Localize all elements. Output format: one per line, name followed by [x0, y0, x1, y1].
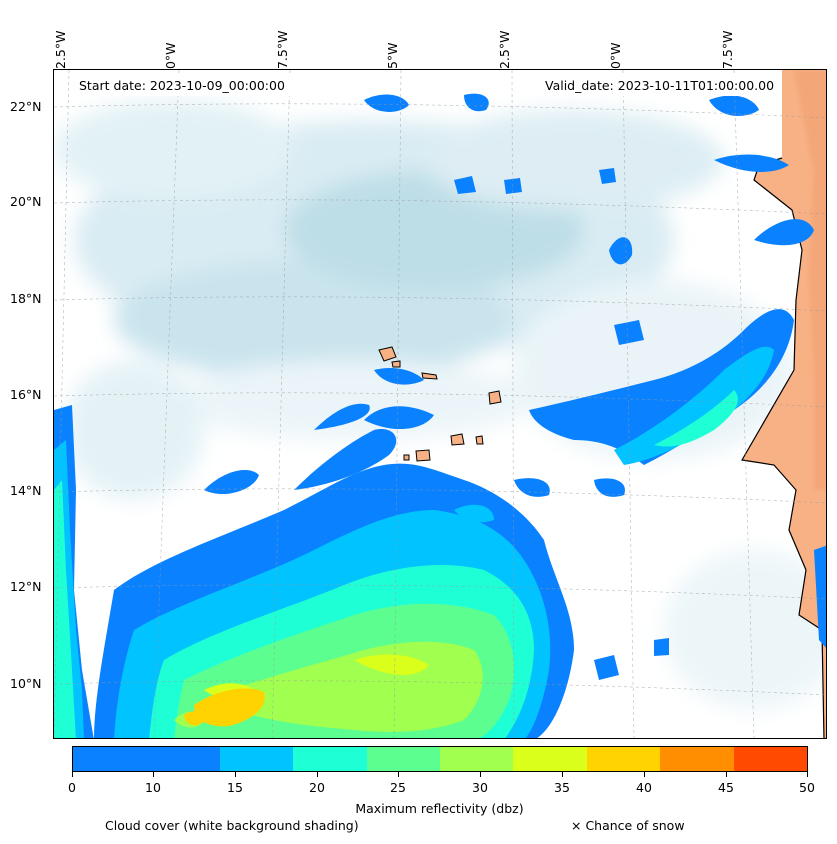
colorbar-tick-label: 20 [309, 780, 325, 795]
colorbar-tick [480, 772, 481, 777]
map-panel [53, 69, 827, 739]
colorbar-segment [513, 747, 587, 771]
reflectivity-contours-35-40 [184, 688, 265, 727]
cape-verde-islands [378, 346, 502, 462]
colorbar-tick [72, 772, 73, 777]
colorbar-tick-label: 50 [799, 780, 815, 795]
colorbar-tick-label: 45 [718, 780, 734, 795]
colorbar-tick-label: 15 [227, 780, 243, 795]
cloud-cover-legend: Cloud cover (white background shading) [105, 818, 359, 833]
colorbar-title: Maximum reflectivity (dbz) [355, 801, 524, 816]
colorbar-tick-label: 10 [145, 780, 161, 795]
lat-label-16n: 16°N [10, 387, 42, 402]
lat-label-20n: 20°N [10, 194, 42, 209]
colorbar-tick [562, 772, 563, 777]
colorbar-tick-label: 30 [472, 780, 488, 795]
colorbar-segment [733, 747, 808, 771]
graticule [54, 70, 826, 738]
lat-label-18n: 18°N [10, 291, 42, 306]
colorbar-tick [398, 772, 399, 777]
colorbar-segment [219, 747, 294, 771]
colorbar-tick-label: 40 [636, 780, 652, 795]
start-date-label: Start date: 2023-10-09_00:00:00 [73, 76, 291, 96]
colorbar-segment [366, 747, 441, 771]
colorbar-segment [440, 747, 514, 771]
reflectivity-colorbar [72, 746, 808, 772]
colorbar-tick [317, 772, 318, 777]
colorbar-tick [153, 772, 154, 777]
lat-label-12n: 12°N [10, 579, 42, 594]
colorbar-segment [293, 747, 367, 771]
lat-label-10n: 10°N [10, 676, 42, 691]
colorbar-tick-label: 0 [68, 780, 76, 795]
colorbar-segment [586, 747, 661, 771]
colorbar-tick [644, 772, 645, 777]
reflectivity-map [54, 70, 826, 738]
colorbar-tick [807, 772, 808, 777]
colorbar-segment [660, 747, 734, 771]
colorbar-tick-label: 35 [554, 780, 570, 795]
colorbar-tick [726, 772, 727, 777]
colorbar-segment [73, 747, 220, 771]
snow-legend: × Chance of snow [571, 818, 685, 833]
valid-date-label: Valid_date: 2023-10-11T01:00:00.00 [539, 76, 781, 96]
colorbar-tick-label: 25 [390, 780, 406, 795]
lat-label-14n: 14°N [10, 483, 42, 498]
lat-label-22n: 22°N [10, 99, 42, 114]
colorbar-tick [235, 772, 236, 777]
